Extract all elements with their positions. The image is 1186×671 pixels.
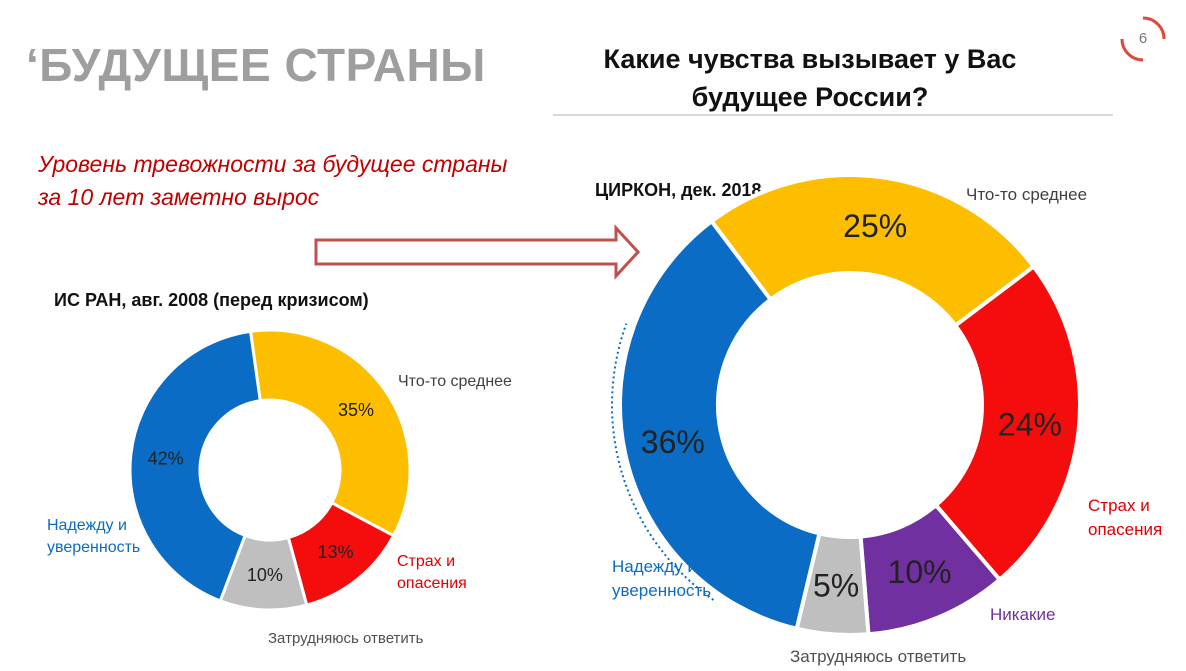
legend-2018-middle: Что-то среднее	[966, 185, 1088, 204]
chart-2008-title: ИС РАН, авг. 2008 (перед кризисом)	[54, 290, 369, 310]
legend-2008-hope-line-2: уверенность	[47, 539, 141, 556]
legend-2018-none: Никакие	[990, 605, 1056, 624]
legend-2018-hope-line-1: Надежду и	[612, 557, 697, 576]
page-number-badge: 6	[1118, 14, 1168, 64]
chart-question: Какие чувства вызывает у Вас будущее Рос…	[603, 44, 1017, 112]
chart-2018-value-label-difficult: 5%	[813, 567, 859, 603]
subtitle-line-1: Уровень тревожности за будущее страны	[38, 151, 508, 177]
chart-2018-value-label-fear: 24%	[998, 407, 1062, 443]
donut-chart-2018: 25% 24% 10% 5% 36%	[611, 173, 1082, 637]
legend-2018-fear-line-1: Страх и	[1088, 496, 1150, 515]
subtitle: Уровень тревожности за будущее страны за…	[38, 148, 507, 214]
legend-2008-difficult: Затрудняюсь ответить	[268, 630, 424, 647]
legend-2008-hope-line-1: Надежду и	[47, 517, 127, 534]
question-divider	[553, 114, 1113, 116]
chart-2018-value-label-middle: 25%	[843, 208, 907, 244]
subtitle-line-2: за 10 лет заметно вырос	[38, 184, 320, 210]
chart-2008-value-label-fear: 13%	[317, 542, 353, 562]
page-number-ring-icon	[1120, 16, 1166, 62]
legend-2008-fear-line-1: Страх и	[397, 553, 456, 570]
chart-2018-value-label-none: 10%	[888, 554, 952, 590]
chart-2018-slice-hope	[618, 218, 822, 632]
legend-2018-hope-line-2: уверенность	[612, 581, 712, 600]
page-title: ‘БУДУЩЕЕ СТРАНЫ	[26, 39, 486, 91]
chart-2018-highlight-arc	[611, 323, 715, 601]
chart-2008-slice-middle	[248, 328, 412, 538]
chart-2008-value-label-difficult: 10%	[247, 565, 283, 585]
chart-2008-value-label-hope: 42%	[148, 448, 184, 468]
legend-2008-fear-line-2: опасения	[397, 575, 467, 592]
chart-2008-slice-hope	[128, 329, 262, 603]
chart-2018-value-label-hope: 36%	[641, 424, 705, 460]
donut-chart-2008: 35% 13% 10% 42%	[128, 328, 412, 612]
legend-2008-middle: Что-то среднее	[398, 373, 512, 390]
chart-2018-slice-middle	[708, 173, 1037, 329]
legend-2008-fear: Страх и опасения	[397, 551, 467, 595]
legend-2008-hope: Надежду и уверенность	[47, 515, 140, 559]
legend-2018-hope: Надежду и уверенность	[612, 555, 711, 603]
legend-2018-fear: Страх и опасения	[1088, 494, 1162, 542]
chart-2018-slice-fear	[933, 263, 1082, 583]
page-number: 6	[1138, 30, 1148, 47]
legend-2018-difficult: Затрудняюсь ответить	[790, 647, 967, 666]
chart-2008-value-label-middle: 35%	[338, 400, 374, 420]
trend-arrow-icon	[314, 224, 641, 280]
chart-2018-title: ЦИРКОН, дек. 2018	[595, 180, 762, 200]
legend-2018-fear-line-2: опасения	[1088, 520, 1163, 539]
